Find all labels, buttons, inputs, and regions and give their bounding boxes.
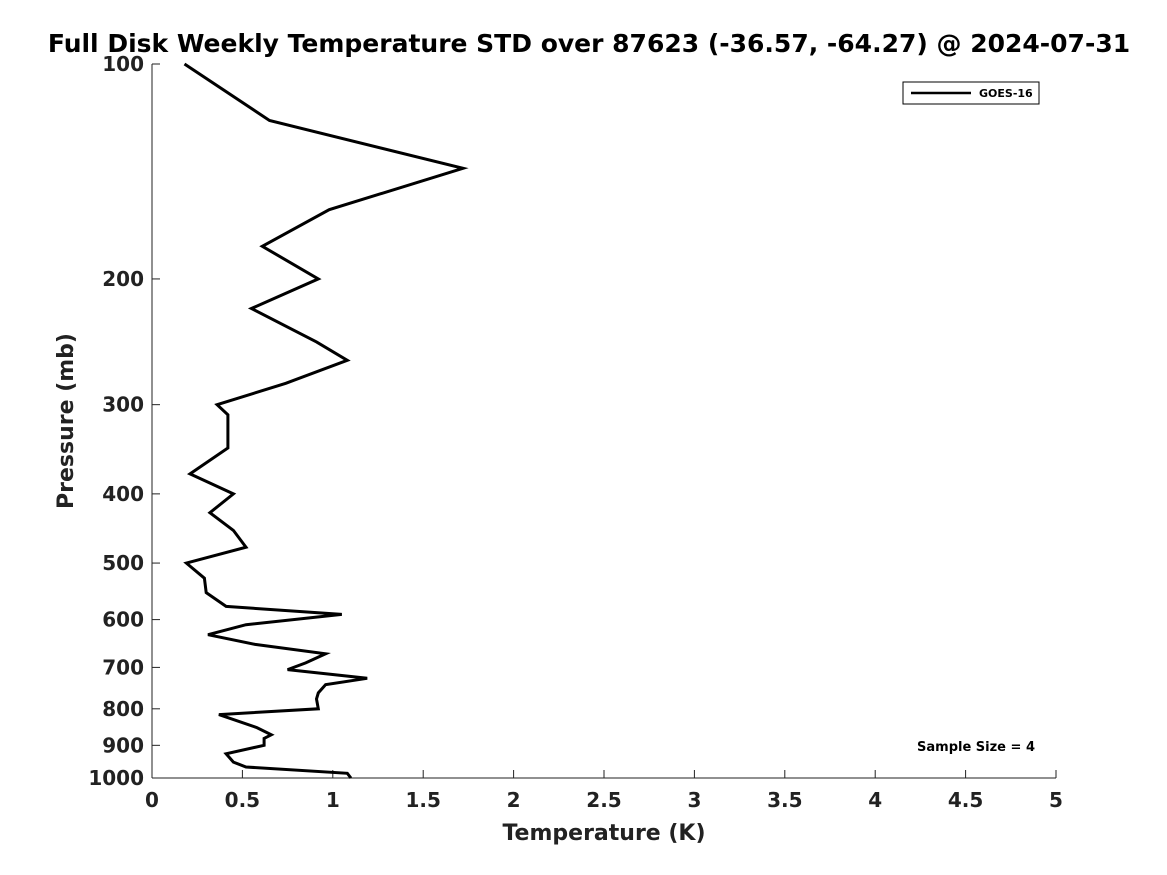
y-axis-label: Pressure (mb) [54, 333, 79, 509]
y-tick-label: 900 [102, 733, 144, 757]
y-tick-label: 100 [102, 52, 144, 76]
sample-size-annotation: Sample Size = 4 [917, 740, 1035, 755]
x-tick-label: 3.5 [767, 788, 802, 812]
x-tick-label: 2.5 [586, 788, 621, 812]
x-tick-label: 4.5 [948, 788, 983, 812]
y-tick-label: 800 [102, 697, 144, 721]
legend: GOES-16 [902, 81, 1040, 105]
x-tick-label: 4 [868, 788, 882, 812]
y-tick-label: 1000 [88, 766, 144, 790]
x-axis-ticks: 0 0.5 1 1.5 2 2.5 3 3.5 4 4.5 5 [145, 770, 1063, 812]
x-tick-label: 3 [687, 788, 701, 812]
y-tick-label: 500 [102, 551, 144, 575]
plot-area: 0 0.5 1 1.5 2 2.5 3 3.5 4 4.5 5 100 200 300 400 500 600… [88, 52, 1063, 812]
y-tick-label: 200 [102, 267, 144, 291]
chart-title: Full Disk Weekly Temperature STD over 87… [48, 29, 1130, 58]
x-tick-label: 0 [145, 788, 159, 812]
y-tick-label: 600 [102, 608, 144, 632]
y-tick-label: 700 [102, 655, 144, 679]
x-tick-label: 1 [326, 788, 340, 812]
legend-label-goes-16: GOES-16 [979, 87, 1033, 100]
x-tick-label: 2 [507, 788, 521, 812]
x-tick-label: 0.5 [225, 788, 260, 812]
y-axis-ticks: 100 200 300 400 500 600 700 800 900 1000 [88, 52, 160, 790]
series-layer [183, 62, 469, 779]
y-tick-label: 400 [102, 482, 144, 506]
x-tick-label: 5 [1049, 788, 1063, 812]
x-axis-label: Temperature (K) [502, 821, 705, 846]
y-tick-label: 300 [102, 393, 144, 417]
series-line-goes-16 [183, 62, 469, 779]
x-tick-label: 1.5 [405, 788, 440, 812]
